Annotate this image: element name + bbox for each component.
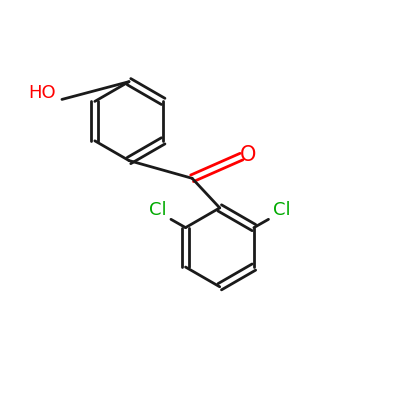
Text: Cl: Cl bbox=[149, 201, 167, 219]
Text: O: O bbox=[240, 145, 257, 165]
Text: Cl: Cl bbox=[273, 201, 290, 219]
Text: HO: HO bbox=[28, 84, 56, 102]
